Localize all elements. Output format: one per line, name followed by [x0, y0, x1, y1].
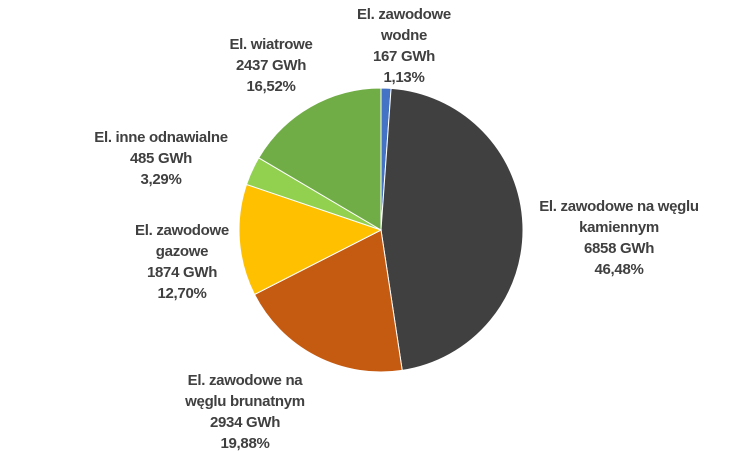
pie-slice	[380, 87, 524, 371]
value-label: 1874 GWh	[146, 264, 218, 281]
slice-label: El. zawodowe wodne 167 GWh 1,13%	[344, 4, 464, 88]
percentage-label: 12,70%	[157, 285, 207, 302]
percentage-label: 3,29%	[140, 171, 182, 188]
pie-slice	[258, 87, 382, 231]
value-label: 2437 GWh	[235, 57, 307, 74]
pie-slice	[238, 183, 383, 296]
category-label: El. zawodowe gazowe	[135, 222, 229, 260]
value-label: 485 GWh	[129, 150, 193, 167]
category-label: El. zawodowe na węglu kamiennym	[539, 198, 699, 236]
category-label: El. wiatrowe	[229, 36, 313, 53]
value-label: 167 GWh	[372, 48, 436, 65]
category-label: El. zawodowe na węglu brunatnym	[185, 372, 305, 410]
value-label: 2934 GWh	[209, 414, 281, 431]
slice-label: El. zawodowe na węglu brunatnym 2934 GWh 1…	[170, 370, 320, 454]
slice-label: El. wiatrowe 2437 GWh 16,52%	[216, 34, 326, 97]
percentage-label: 16,52%	[246, 78, 296, 95]
percentage-label: 46,48%	[594, 261, 644, 278]
slice-label: El. zawodowe gazowe 1874 GWh 12,70%	[123, 220, 241, 304]
slice-label: El. inne odnawialne 485 GWh 3,29%	[74, 127, 249, 190]
percentage-label: 19,88%	[220, 435, 270, 452]
category-label: El. inne odnawialne	[94, 129, 228, 146]
category-label: El. zawodowe wodne	[357, 6, 451, 44]
value-label: 6858 GWh	[583, 240, 655, 257]
pie-slice	[253, 229, 403, 373]
percentage-label: 1,13%	[383, 69, 425, 86]
slice-label: El. zawodowe na węglu kamiennym 6858 GWh 4…	[524, 196, 714, 280]
